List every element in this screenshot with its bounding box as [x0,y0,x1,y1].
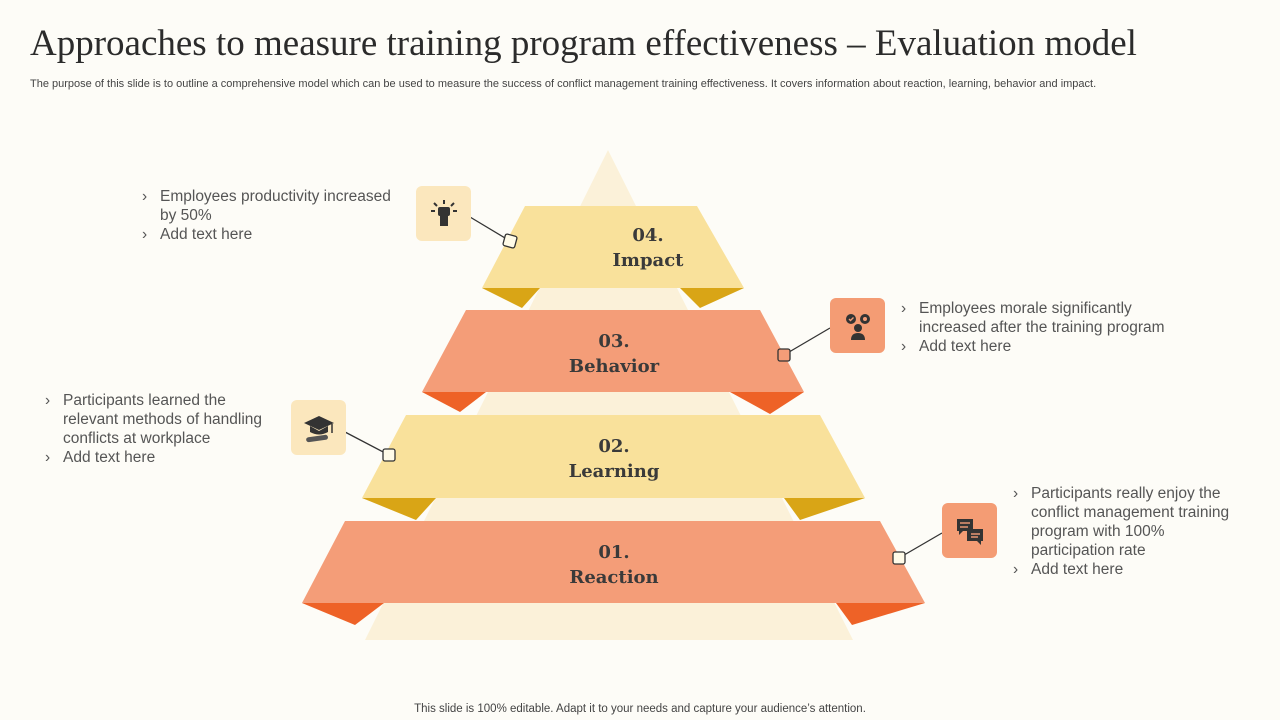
tier-behavior-number: 03. [598,331,629,352]
impact-bullet-2: Add text here [142,225,404,244]
tier-impact-band [482,206,744,288]
chat-bubbles-icon [956,518,983,545]
behavior-bullet-2: Add text here [901,337,1191,356]
connector-behavior-line [783,327,831,356]
tier-learning-fold-right [784,498,865,520]
learning-bullet-2: Add text here [45,448,280,467]
tier-learning-name: Learning [569,461,660,482]
tier-behavior-fold-right [730,392,804,414]
tier-reaction: 01. Reaction [302,521,925,625]
impact-icon-box [416,186,471,241]
behavior-bullets: Employees morale significantly increased… [901,299,1191,356]
fist-raised-icon [430,199,457,226]
reaction-icon-box [942,503,997,558]
tier-reaction-name: Reaction [569,567,658,588]
tier-impact-fold-right [680,288,744,308]
reaction-bullets: Participants really enjoy the conflict m… [1013,484,1245,579]
connector-learning-node [382,448,396,462]
impact-bullet-1: Employees productivity increased by 50% [142,187,404,225]
learning-bullets: Participants learned the relevant method… [45,391,280,467]
tier-reaction-band [302,521,925,603]
connector-impact-node [502,233,518,249]
graduation-cap-icon [303,415,334,442]
tier-behavior-band [422,310,804,392]
connectors [344,216,943,565]
tier-behavior: 03. Behavior [422,310,804,414]
connector-reaction-line [898,532,943,559]
people-feedback-icon [845,313,870,340]
page-title: Approaches to measure training program e… [30,23,1137,64]
tier-impact-number: 04. [632,225,663,246]
tier-behavior-name: Behavior [569,356,660,377]
tier-reaction-fold-right [836,603,925,625]
tier-reaction-number: 01. [598,542,629,563]
behavior-icon-box [830,298,885,353]
connector-behavior-node [777,348,791,362]
footer-note: This slide is 100% editable. Adapt it to… [414,703,866,715]
impact-bullets: Employees productivity increased by 50% … [142,187,404,244]
tier-behavior-fold-left [422,392,486,412]
tier-learning-number: 02. [598,436,629,457]
learning-icon-box [291,400,346,455]
pyramid-backdrop [365,150,853,640]
reaction-bullet-1: Participants really enjoy the conflict m… [1013,484,1245,560]
page-subtitle: The purpose of this slide is to outline … [30,78,1097,90]
tier-impact-fold-left [482,288,540,308]
connector-impact-line [469,216,511,242]
connector-learning-line [344,431,390,456]
tier-impact: 04. Impact [482,206,744,308]
learning-bullet-1: Participants learned the relevant method… [45,391,280,448]
tier-impact-name: Impact [613,250,685,271]
behavior-bullet-1: Employees morale significantly increased… [901,299,1191,337]
connector-reaction-node [892,551,906,565]
tier-learning: 02. Learning [362,415,865,520]
tier-reaction-fold-left [302,603,384,625]
tier-learning-fold-left [362,498,436,520]
tier-learning-band [362,415,865,498]
reaction-bullet-2: Add text here [1013,560,1245,579]
